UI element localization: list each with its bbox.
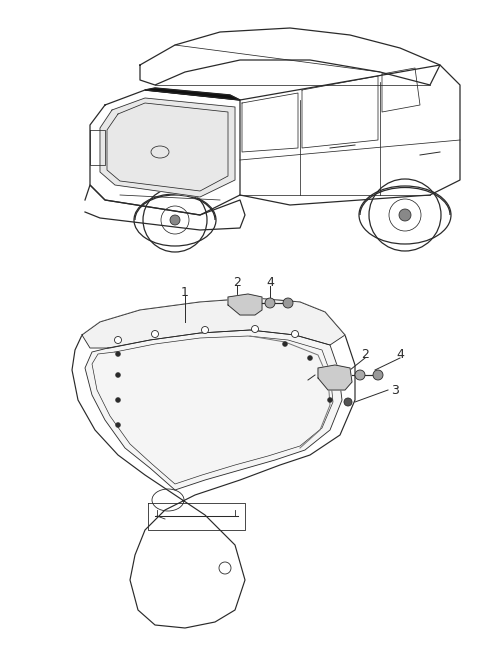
- Circle shape: [399, 209, 411, 221]
- Text: 2: 2: [233, 276, 241, 289]
- Circle shape: [115, 337, 121, 344]
- Circle shape: [323, 375, 327, 380]
- Text: 1: 1: [181, 285, 189, 298]
- Circle shape: [308, 356, 312, 361]
- Circle shape: [327, 398, 333, 403]
- Polygon shape: [82, 298, 345, 348]
- Polygon shape: [100, 98, 235, 197]
- Polygon shape: [228, 294, 262, 315]
- Text: 3: 3: [391, 384, 399, 396]
- Circle shape: [373, 370, 383, 380]
- Circle shape: [170, 215, 180, 225]
- Circle shape: [116, 398, 120, 403]
- Circle shape: [252, 325, 259, 333]
- Circle shape: [116, 422, 120, 428]
- Circle shape: [355, 370, 365, 380]
- Circle shape: [116, 373, 120, 377]
- Polygon shape: [318, 365, 352, 390]
- Text: 4: 4: [396, 348, 404, 361]
- Circle shape: [152, 331, 158, 337]
- Polygon shape: [145, 88, 240, 100]
- Circle shape: [344, 398, 352, 406]
- Text: 4: 4: [266, 276, 274, 289]
- Polygon shape: [85, 330, 342, 490]
- Circle shape: [283, 298, 293, 308]
- Circle shape: [265, 298, 275, 308]
- Circle shape: [116, 352, 120, 356]
- Circle shape: [202, 327, 208, 333]
- Text: 2: 2: [361, 348, 369, 361]
- Circle shape: [291, 331, 299, 337]
- Circle shape: [283, 342, 288, 346]
